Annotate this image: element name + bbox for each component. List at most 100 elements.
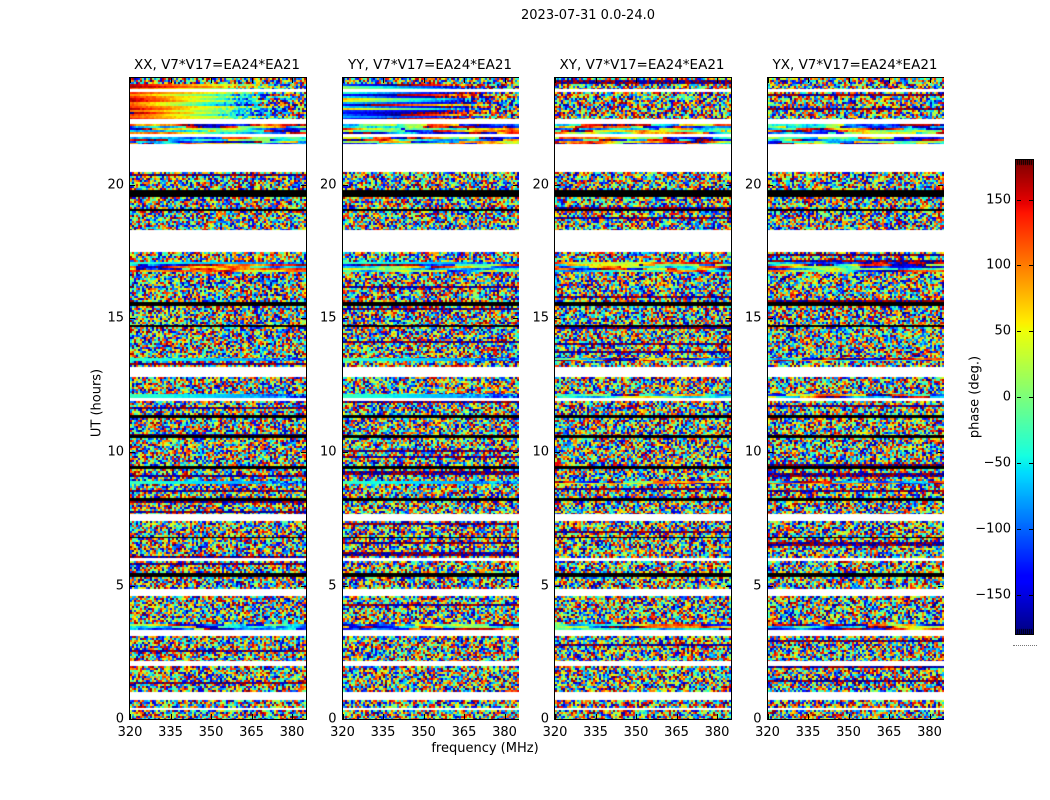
y-tick-left bbox=[555, 719, 560, 720]
x-tick-label: 350 bbox=[623, 725, 649, 740]
y-tick-left bbox=[767, 585, 773, 587]
y-tick-left bbox=[130, 318, 135, 320]
x-tick-top bbox=[342, 78, 344, 83]
y-tick-label: 0 bbox=[540, 711, 549, 727]
x-tick-bottom bbox=[889, 714, 890, 719]
x-tick-label: 320 bbox=[117, 725, 143, 740]
x-tick-top bbox=[848, 78, 850, 83]
colorbar-gradient bbox=[1016, 160, 1033, 634]
y-tick-label: 15 bbox=[532, 310, 549, 326]
x-tick-label: 350 bbox=[411, 725, 436, 740]
colorbar-tick-left bbox=[1017, 265, 1021, 267]
y-tick-label: 10 bbox=[107, 444, 124, 460]
heatmap-panel-xy bbox=[554, 77, 732, 720]
y-tick-left bbox=[555, 585, 560, 587]
y-tick-left bbox=[767, 719, 773, 720]
colorbar-tick-left bbox=[1017, 528, 1021, 530]
y-tick-left bbox=[342, 719, 348, 720]
colorbar-tick-label: 150 bbox=[986, 192, 1011, 207]
heatmap-image-yx bbox=[767, 78, 944, 719]
panel-title-yx: YX, V7*V17=EA24*EA21 bbox=[772, 57, 938, 73]
colorbar-tick-right bbox=[1029, 594, 1033, 596]
y-tick-right bbox=[513, 585, 518, 587]
x-tick-bottom bbox=[342, 714, 344, 719]
y-tick-right bbox=[938, 585, 943, 587]
colorbar-tick-label: 100 bbox=[986, 257, 1011, 273]
y-tick-left bbox=[555, 184, 560, 186]
colorbar-tick-label: 50 bbox=[994, 323, 1011, 339]
y-tick-right bbox=[938, 184, 943, 186]
y-tick-left bbox=[342, 318, 348, 320]
x-tick-label: 335 bbox=[583, 725, 608, 740]
y-tick-label: 5 bbox=[540, 578, 549, 593]
x-tick-label: 335 bbox=[158, 725, 183, 740]
colorbar-tick-right bbox=[1029, 397, 1033, 398]
heatmap-panel-yx bbox=[766, 77, 944, 720]
y-tick-label: 20 bbox=[532, 177, 549, 193]
y-tick-label: 15 bbox=[107, 310, 124, 326]
panel-title-xx: XX, V7*V17=EA24*EA21 bbox=[133, 57, 301, 73]
colorbar-tick-label: −100 bbox=[975, 521, 1011, 537]
colorbar-tick-label: −150 bbox=[975, 587, 1011, 602]
y-tick-right bbox=[300, 719, 306, 720]
x-tick-bottom bbox=[211, 714, 212, 719]
x-tick-bottom bbox=[292, 714, 293, 719]
x-tick-top bbox=[676, 78, 678, 83]
y-tick-label: 5 bbox=[328, 578, 337, 593]
x-tick-label: 320 bbox=[755, 725, 780, 740]
y-tick-left bbox=[767, 184, 773, 186]
x-tick-bottom bbox=[130, 714, 131, 719]
y-tick-right bbox=[725, 719, 731, 720]
y-tick-right bbox=[300, 184, 306, 186]
heatmap-panel-xx bbox=[129, 77, 307, 720]
y-tick-label: 0 bbox=[115, 711, 124, 727]
x-tick-top bbox=[555, 78, 556, 83]
x-tick-top bbox=[808, 78, 809, 83]
x-tick-top bbox=[423, 78, 425, 83]
x-tick-top bbox=[130, 78, 131, 83]
heatmap-image-xx bbox=[130, 78, 306, 719]
y-tick-label: 15 bbox=[319, 310, 337, 326]
y-tick-label: 10 bbox=[744, 444, 762, 460]
y-tick-right bbox=[725, 184, 731, 186]
x-tick-top bbox=[251, 78, 253, 83]
y-tick-left bbox=[767, 451, 773, 453]
x-tick-bottom bbox=[808, 714, 809, 719]
x-tick-bottom bbox=[636, 714, 637, 719]
x-tick-label: 365 bbox=[664, 725, 689, 740]
x-tick-top bbox=[292, 78, 293, 83]
x-tick-top bbox=[636, 78, 637, 83]
colorbar-tick-left bbox=[1017, 331, 1021, 333]
x-tick-label: 320 bbox=[330, 725, 355, 740]
colorbar bbox=[1015, 159, 1034, 635]
y-tick-label: 20 bbox=[107, 177, 124, 193]
y-tick-right bbox=[725, 585, 731, 587]
y-tick-right bbox=[300, 318, 306, 320]
x-axis-label: frequency (MHz) bbox=[431, 741, 539, 756]
x-tick-top bbox=[383, 78, 384, 83]
y-tick-label: 10 bbox=[319, 444, 337, 460]
y-tick-left bbox=[130, 184, 135, 186]
y-tick-label: 20 bbox=[319, 177, 337, 193]
x-tick-bottom bbox=[767, 714, 769, 719]
x-tick-label: 380 bbox=[704, 725, 730, 740]
colorbar-tick-right bbox=[1029, 265, 1033, 267]
figure-title: 2023-07-31 0.0-24.0 bbox=[521, 8, 655, 23]
x-tick-label: 320 bbox=[542, 725, 568, 740]
x-tick-bottom bbox=[383, 714, 384, 719]
x-tick-bottom bbox=[848, 714, 850, 719]
x-tick-label: 350 bbox=[836, 725, 861, 740]
x-tick-bottom bbox=[423, 714, 425, 719]
y-tick-left bbox=[130, 585, 135, 587]
x-tick-top bbox=[767, 78, 769, 83]
y-tick-right bbox=[300, 585, 306, 587]
y-tick-right bbox=[938, 318, 943, 320]
x-tick-top bbox=[929, 78, 931, 83]
x-tick-label: 380 bbox=[917, 725, 942, 740]
x-tick-bottom bbox=[676, 714, 678, 719]
y-tick-right bbox=[513, 318, 518, 320]
y-tick-right bbox=[725, 318, 731, 320]
y-tick-label: 5 bbox=[115, 578, 124, 593]
colorbar-tick-left bbox=[1017, 199, 1021, 201]
x-tick-bottom bbox=[595, 714, 597, 719]
